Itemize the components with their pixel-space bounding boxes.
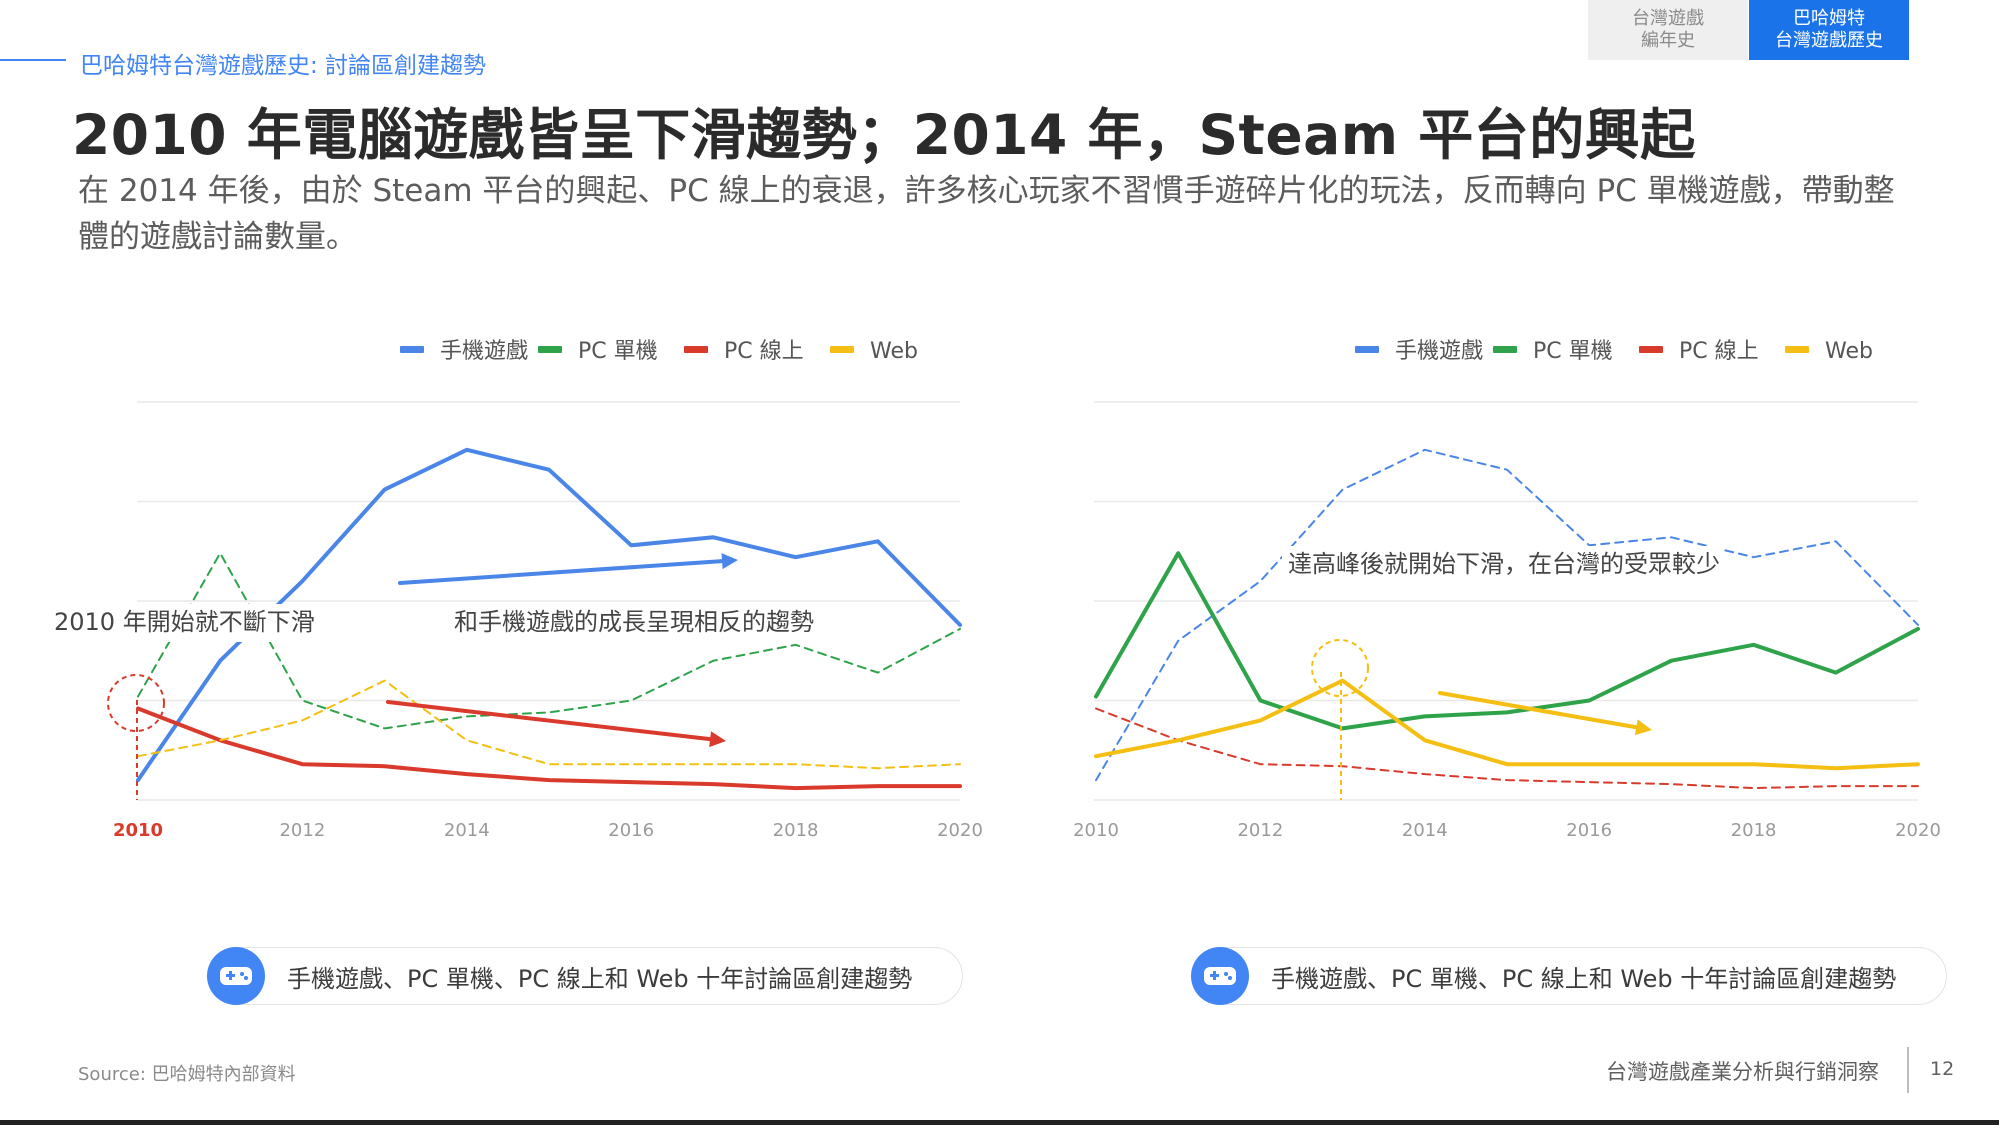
page-subtitle: 在 2014 年後，由於 Steam 平台的興起、PC 線上的衰退，許多核心玩家… — [78, 173, 1895, 255]
right-x-tick-2018: 2018 — [1731, 820, 1777, 841]
left-x-tick-2014: 2014 — [444, 820, 490, 841]
left-series-pc-線上 — [136, 706, 962, 791]
deck-title: 台灣遊戲產業分析與行銷洞察 — [1606, 1060, 1879, 1084]
left-x-tick-2010: 2010 — [113, 820, 163, 841]
right-legend-label-pc-線上: PC 線上 — [1679, 339, 1759, 364]
right-legend-label-web: Web — [1825, 339, 1873, 364]
right-trend-arrow-0 — [1438, 691, 1639, 730]
right-trend-arrow-head-0 — [1634, 719, 1652, 736]
left-series-pc-單機 — [137, 552, 961, 730]
right-series-web — [1094, 678, 1920, 771]
chart-left-caption-text: 手機遊戲、PC 單機、PC 線上和 Web 十年討論區創建趨勢 — [287, 964, 913, 993]
left-series-web — [137, 679, 961, 770]
chart-right-caption-text: 手機遊戲、PC 單機、PC 線上和 Web 十年討論區創建趨勢 — [1271, 964, 1897, 993]
chart-right: 手機遊戲 PC 單機 PC 線上 Web 達高峰後就開始下滑，在台灣的受眾較少 2010 2… — [980, 300, 1980, 860]
left-annotation-bg-0 — [48, 604, 370, 642]
right-x-tick-2014: 2014 — [1402, 820, 1448, 841]
left-legend-label-web: Web — [870, 339, 918, 364]
left-legend-swatch-pc-單機 — [538, 346, 562, 353]
left-trend-arrow-1 — [386, 700, 713, 742]
left-legend-label-pc-單機: PC 單機 — [578, 339, 658, 364]
right-highlight-circle — [1311, 639, 1369, 697]
page-title: 2010 年電腦遊戲皆呈下滑趨勢；2014 年，Steam 平台的興起 — [72, 103, 1696, 167]
section-tabs: 台灣遊戲 編年史 巴哈姆特 台灣遊戲歷史 — [1588, 0, 1909, 60]
right-legend-swatch-web — [1785, 346, 1809, 353]
header-accent-rule — [0, 59, 66, 61]
right-legend-label-pc-單機: PC 單機 — [1533, 339, 1613, 364]
left-trend-arrow-head-0 — [721, 553, 738, 570]
left-trend-arrow-head-1 — [709, 731, 726, 748]
bottom-bar — [0, 1120, 1999, 1125]
chart-left: 手機遊戲 PC 單機 PC 線上 Web 2010 年開始就不斷下滑 和手機遊戲的成長呈現… — [20, 300, 1020, 860]
footer-divider — [1907, 1047, 1909, 1093]
right-series-pc-單機 — [1094, 551, 1920, 731]
tab-taiwan-game-chronicle[interactable]: 台灣遊戲 編年史 — [1588, 0, 1748, 60]
right-legend-label-手機遊戲: 手機遊戲 — [1395, 339, 1483, 364]
right-series-pc-線上 — [1095, 707, 1919, 790]
left-legend-label-手機遊戲: 手機遊戲 — [440, 339, 528, 364]
left-legend-label-pc-線上: PC 線上 — [724, 339, 804, 364]
breadcrumb: 巴哈姆特台灣遊戲歷史: 討論區創建趨勢 — [80, 53, 487, 79]
right-series-手機遊戲 — [1095, 448, 1919, 782]
right-legend-swatch-手機遊戲 — [1355, 346, 1379, 353]
right-x-tick-2016: 2016 — [1566, 820, 1612, 841]
gamepad-icon — [1191, 947, 1249, 1005]
right-legend-swatch-pc-線上 — [1639, 346, 1663, 353]
chart-left-caption: 手機遊戲、PC 單機、PC 線上和 Web 十年討論區創建趨勢 — [207, 947, 963, 1005]
left-trend-arrow-0 — [398, 559, 725, 585]
left-x-tick-2012: 2012 — [279, 820, 325, 841]
left-x-tick-2016: 2016 — [608, 820, 654, 841]
left-highlight-circle — [107, 674, 165, 732]
left-x-tick-2020: 2020 — [937, 820, 983, 841]
tab-bahamut-taiwan-game-history[interactable]: 巴哈姆特 台灣遊戲歷史 — [1749, 0, 1909, 60]
left-legend-swatch-web — [830, 346, 854, 353]
right-x-tick-2010: 2010 — [1073, 820, 1119, 841]
right-legend-swatch-pc-單機 — [1493, 346, 1517, 353]
page-number: 12 — [1930, 1058, 1955, 1080]
source-note: Source: 巴哈姆特內部資料 — [78, 1064, 296, 1085]
chart-right-caption: 手機遊戲、PC 單機、PC 線上和 Web 十年討論區創建趨勢 — [1191, 947, 1947, 1005]
right-annotation-0: 達高峰後就開始下滑，在台灣的受眾較少 — [1288, 550, 1720, 578]
left-annotation-bg-1 — [448, 604, 818, 642]
left-annotation-0: 2010 年開始就不斷下滑 — [54, 608, 315, 636]
left-legend-swatch-手機遊戲 — [400, 346, 424, 353]
right-x-tick-2020: 2020 — [1895, 820, 1941, 841]
gamepad-icon — [207, 947, 265, 1005]
right-x-tick-2012: 2012 — [1237, 820, 1283, 841]
left-annotation-1: 和手機遊戲的成長呈現相反的趨勢 — [454, 608, 814, 636]
left-legend-swatch-pc-線上 — [684, 346, 708, 353]
right-annotation-bg-0 — [1282, 546, 1724, 584]
left-x-tick-2018: 2018 — [773, 820, 819, 841]
chart-right-svg: 手機遊戲 PC 單機 PC 線上 Web 達高峰後就開始下滑，在台灣的受眾較少 2010 2… — [1073, 339, 1941, 841]
chart-left-svg: 手機遊戲 PC 單機 PC 線上 Web 2010 年開始就不斷下滑 和手機遊戲的成長呈現… — [48, 339, 983, 841]
